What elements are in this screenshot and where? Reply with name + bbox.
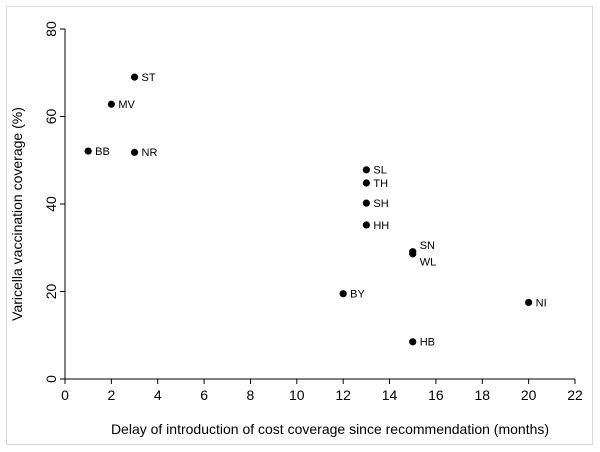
point-label: SL (373, 165, 386, 177)
x-tick-label: 4 (154, 387, 162, 403)
x-tick-label: 8 (247, 387, 255, 403)
x-axis-label: Delay of introduction of cost coverage s… (111, 421, 549, 437)
x-tick-label: 20 (521, 387, 537, 403)
y-tick-label: 60 (43, 109, 59, 125)
data-point (130, 73, 139, 81)
data-point (84, 147, 92, 155)
x-tick-label: 0 (61, 387, 69, 403)
x-tick-label: 12 (335, 387, 351, 403)
y-tick-label: 20 (43, 284, 59, 300)
data-point (107, 100, 115, 108)
data-point (362, 179, 370, 187)
point-label: HB (420, 337, 435, 349)
data-point (339, 290, 347, 298)
point-label: WL (420, 256, 437, 268)
y-tick-label: 80 (43, 21, 59, 37)
x-tick-label: 18 (474, 387, 490, 403)
y-tick-label: 0 (43, 375, 59, 383)
point-label: MV (118, 99, 135, 111)
y-ticks: 0 20 40 60 80 (43, 21, 65, 383)
data-point (525, 298, 533, 307)
data-point (362, 199, 370, 207)
point-label: SH (373, 198, 388, 210)
point-label: NR (142, 147, 158, 159)
x-tick-label: 2 (107, 387, 115, 403)
point-label: NI (536, 297, 547, 309)
data-point (362, 166, 370, 174)
point-label: ST (142, 72, 156, 84)
x-tick-label: 6 (200, 387, 208, 403)
y-tick-label: 40 (43, 196, 59, 212)
data-point (362, 221, 370, 229)
data-point (130, 148, 139, 156)
point-label: HH (373, 220, 389, 232)
x-ticks: 0 2 4 6 8 10 12 14 16 18 20 22 (61, 379, 583, 403)
x-tick-label: 22 (567, 387, 583, 403)
x-tick-label: 10 (289, 387, 305, 403)
point-label: BY (350, 289, 365, 301)
y-axis-label: Varicella vaccination coverage (%) (9, 107, 25, 321)
x-tick-label: 14 (382, 387, 398, 403)
point-label: BB (95, 146, 110, 158)
point-label: SN (420, 240, 435, 252)
point-label: TH (373, 178, 388, 190)
data-point (409, 338, 417, 346)
data-point (409, 250, 417, 258)
chart-frame (6, 6, 593, 445)
x-tick-label: 16 (428, 387, 444, 403)
